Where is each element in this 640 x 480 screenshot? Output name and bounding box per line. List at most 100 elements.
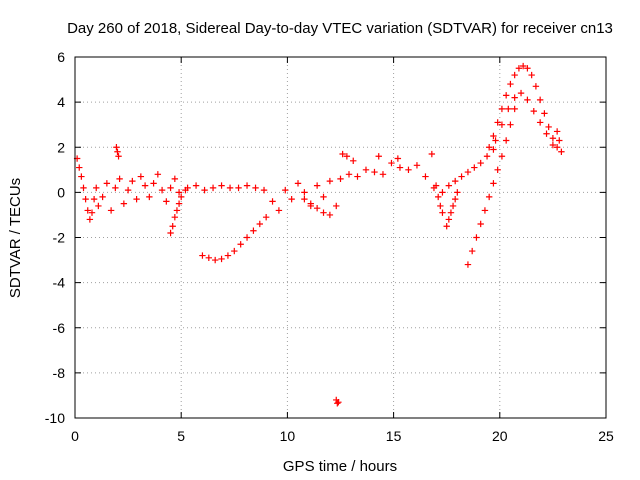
plot-frame <box>74 56 607 419</box>
y-tick-label: -8 <box>53 365 66 381</box>
data-point <box>432 182 440 189</box>
data-point <box>175 200 183 207</box>
data-point <box>494 119 501 126</box>
data-point <box>201 186 208 194</box>
series-negative-arc <box>199 213 270 264</box>
data-point <box>178 193 185 201</box>
data-point <box>515 65 523 72</box>
data-point <box>288 195 295 203</box>
series-mid-cluster <box>269 177 334 214</box>
x-tick-label: 20 <box>492 428 508 444</box>
data-point <box>511 71 518 79</box>
series-outlier <box>333 396 342 407</box>
data-point <box>556 137 563 144</box>
data-point <box>129 177 136 185</box>
data-point <box>524 96 531 104</box>
data-point <box>532 83 540 90</box>
data-point <box>313 182 321 189</box>
data-point <box>558 148 565 155</box>
data-point <box>99 193 106 201</box>
series-dip-4.5h <box>167 186 189 237</box>
data-point <box>173 207 181 214</box>
data-point <box>451 177 459 185</box>
data-point <box>435 193 442 201</box>
data-point <box>252 184 259 192</box>
series-mid-band-18h <box>439 146 497 196</box>
data-point <box>211 256 219 264</box>
data-point <box>169 223 176 230</box>
data-point <box>90 195 98 203</box>
x-tick-label: 10 <box>280 428 296 444</box>
data-point <box>485 193 493 201</box>
data-point <box>498 153 506 160</box>
series-start-band <box>73 155 100 223</box>
data-point <box>133 195 140 203</box>
data-point <box>282 186 289 194</box>
data-point <box>502 92 510 99</box>
data-point <box>549 135 557 142</box>
y-tick-label: -2 <box>53 230 66 246</box>
data-point <box>243 182 251 189</box>
data-point <box>171 175 179 183</box>
data-point <box>371 168 378 176</box>
data-point <box>113 144 120 151</box>
data-point <box>422 173 429 180</box>
data-point <box>473 234 480 241</box>
data-point <box>269 198 276 205</box>
data-point <box>218 182 225 189</box>
series-mid-dip <box>301 195 340 219</box>
data-point <box>141 182 149 189</box>
y-tick-label: 2 <box>57 139 65 155</box>
data-point <box>524 65 531 72</box>
x-tick-label: 15 <box>386 428 402 444</box>
data-point <box>481 207 489 214</box>
data-point <box>553 128 561 135</box>
data-point <box>184 184 191 192</box>
series-drop-17.5h <box>443 189 461 230</box>
data-point <box>137 173 145 180</box>
data-point <box>256 220 263 228</box>
data-point <box>243 234 251 241</box>
data-point <box>86 216 94 223</box>
x-tick-label: 0 <box>71 428 79 444</box>
data-point <box>301 195 308 203</box>
data-point <box>511 105 518 113</box>
data-point <box>82 195 89 203</box>
data-point <box>445 182 453 189</box>
data-point <box>464 168 472 176</box>
data-point <box>494 166 501 174</box>
data-point <box>507 121 514 128</box>
data-point <box>167 184 174 192</box>
data-point <box>439 189 446 196</box>
data-point <box>530 107 537 115</box>
data-point <box>320 193 327 201</box>
data-point <box>517 89 525 97</box>
y-tick-label: -4 <box>53 275 66 291</box>
y-tick-label: -10 <box>45 410 65 426</box>
data-point <box>394 155 402 162</box>
x-axis-label: GPS time / hours <box>283 458 397 475</box>
data-point <box>307 200 314 207</box>
data-point <box>553 144 561 151</box>
data-point <box>498 105 506 113</box>
data-point <box>437 202 444 210</box>
data-point <box>343 153 351 160</box>
data-point <box>549 141 557 149</box>
data-point <box>498 121 506 128</box>
data-point <box>163 198 170 205</box>
data-point <box>337 175 344 183</box>
data-point <box>260 186 268 194</box>
points-layer <box>73 62 565 407</box>
ticks-layer: 0 5 10 15 20 25 -10 -8 -6 -4 -2 0 2 4 6 <box>45 49 614 444</box>
data-point <box>490 180 497 187</box>
data-point <box>171 213 179 221</box>
data-point <box>350 157 357 164</box>
data-point <box>458 173 465 180</box>
data-point <box>154 171 162 178</box>
data-point <box>301 189 308 196</box>
data-point <box>536 96 544 104</box>
data-point <box>379 171 387 178</box>
data-point <box>237 241 244 248</box>
data-point <box>199 252 206 259</box>
